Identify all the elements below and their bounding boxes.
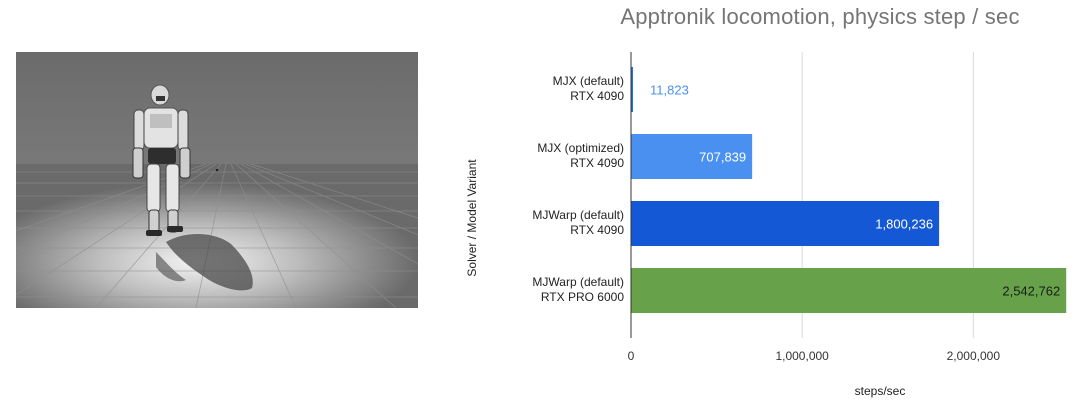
category-label: MJWarp (default) [532,275,624,289]
bar [631,201,940,246]
x-tick-label: 1,000,000 [775,349,829,363]
x-axis-title: steps/sec [854,384,906,398]
category-label: RTX 4090 [570,89,624,103]
chart-title: Apptronik locomotion, physics step / sec [620,4,1020,29]
bar-value-label: 1,800,236 [875,217,933,232]
category-label: RTX PRO 6000 [541,290,624,304]
x-tick-label: 0 [628,349,635,363]
bar-value-label: 11,823 [650,83,689,98]
category-label: RTX 4090 [570,156,624,170]
category-label: MJX (optimized) [537,141,624,155]
robot-simulation-render [16,52,418,308]
bar [631,67,634,112]
bar [631,134,753,179]
category-label: MJX (default) [553,74,624,88]
category-label: RTX 4090 [570,223,624,237]
bar-value-label: 2,542,762 [1002,284,1060,299]
category-label: MJWarp (default) [532,208,624,222]
x-tick-label: 2,000,000 [947,349,1001,363]
bar-value-label: 707,839 [699,150,746,165]
bar [631,268,1067,313]
